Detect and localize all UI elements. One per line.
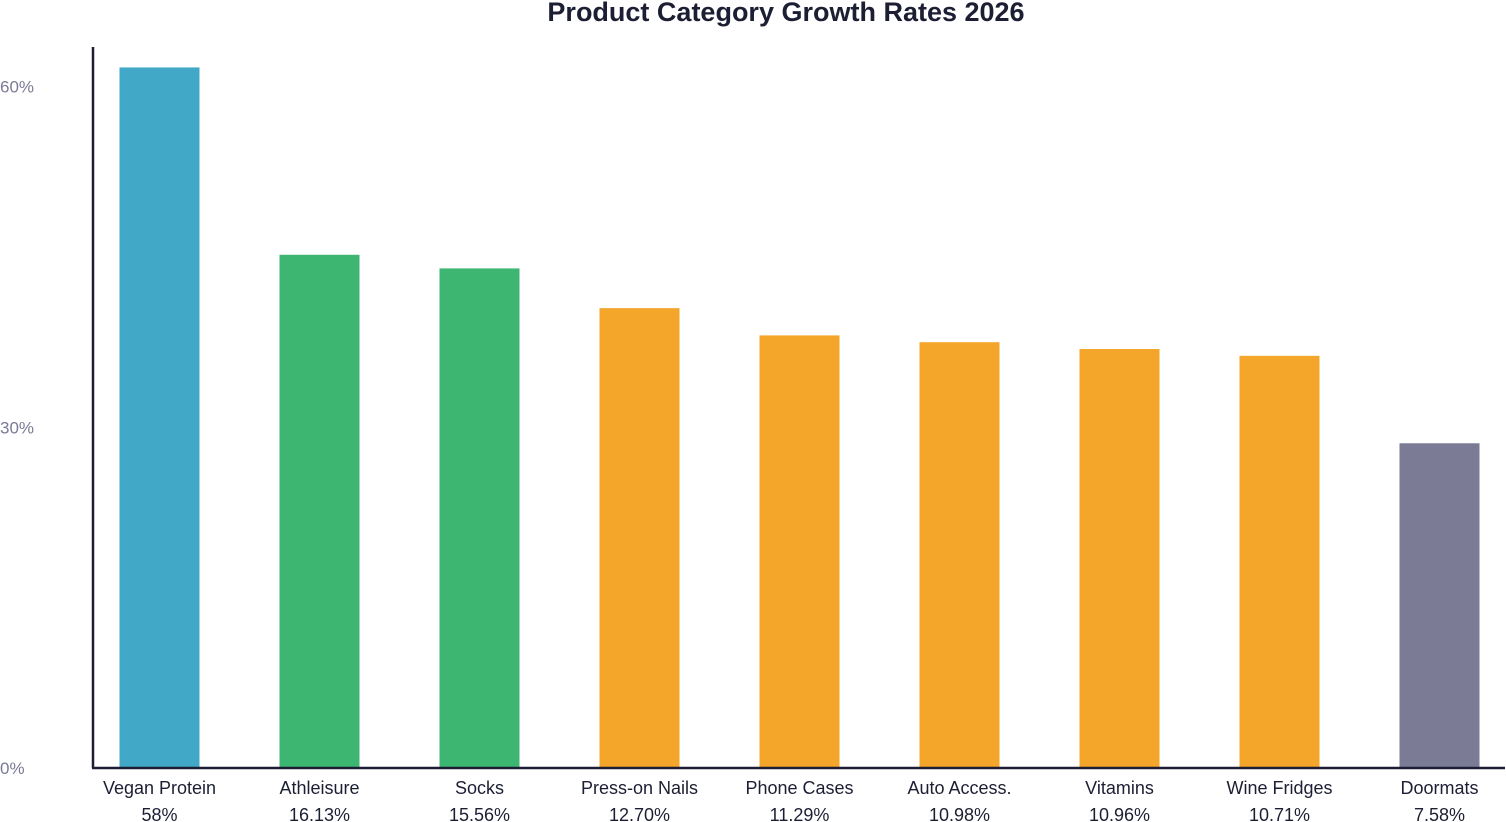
category-label: Press-on Nails [581, 778, 698, 798]
category-label: Phone Cases [745, 778, 853, 798]
category-label: Athleisure [279, 778, 359, 798]
bar [119, 67, 200, 768]
bar [919, 342, 1000, 768]
bar [1239, 355, 1320, 768]
category-label: Vegan Protein [103, 778, 216, 798]
chart-title: Product Category Growth Rates 2026 [547, 0, 1024, 27]
category-label: Wine Fridges [1226, 778, 1332, 798]
y-tick-label: 60% [0, 78, 34, 97]
value-label: 11.29% [770, 805, 830, 822]
bar [439, 268, 520, 768]
bar [759, 335, 840, 768]
x-axis-labels: Vegan Protein 58% Athleisure 16.13% Socks 15.… [103, 778, 1479, 822]
value-label: 10.96% [1089, 805, 1150, 822]
value-label: 15.56% [449, 805, 510, 822]
bar [599, 308, 680, 768]
category-label: Doormats [1400, 778, 1478, 798]
bar [1079, 349, 1160, 768]
y-tick-label: 30% [0, 418, 34, 437]
value-label: 58% [141, 805, 177, 822]
bars-group [119, 67, 1480, 769]
bar [279, 254, 360, 769]
bar [1399, 443, 1480, 768]
y-axis-ticks: 0% 30% 60% [0, 78, 34, 778]
value-label: 16.13% [289, 805, 350, 822]
value-label: 10.98% [929, 805, 990, 822]
value-label: 10.71% [1249, 805, 1310, 822]
value-label: 7.58% [1414, 805, 1465, 822]
y-tick-label: 0% [0, 759, 25, 778]
value-label: 12.70% [609, 805, 670, 822]
category-label: Auto Access. [907, 778, 1011, 798]
category-label: Socks [455, 778, 504, 798]
category-label: Vitamins [1085, 778, 1154, 798]
